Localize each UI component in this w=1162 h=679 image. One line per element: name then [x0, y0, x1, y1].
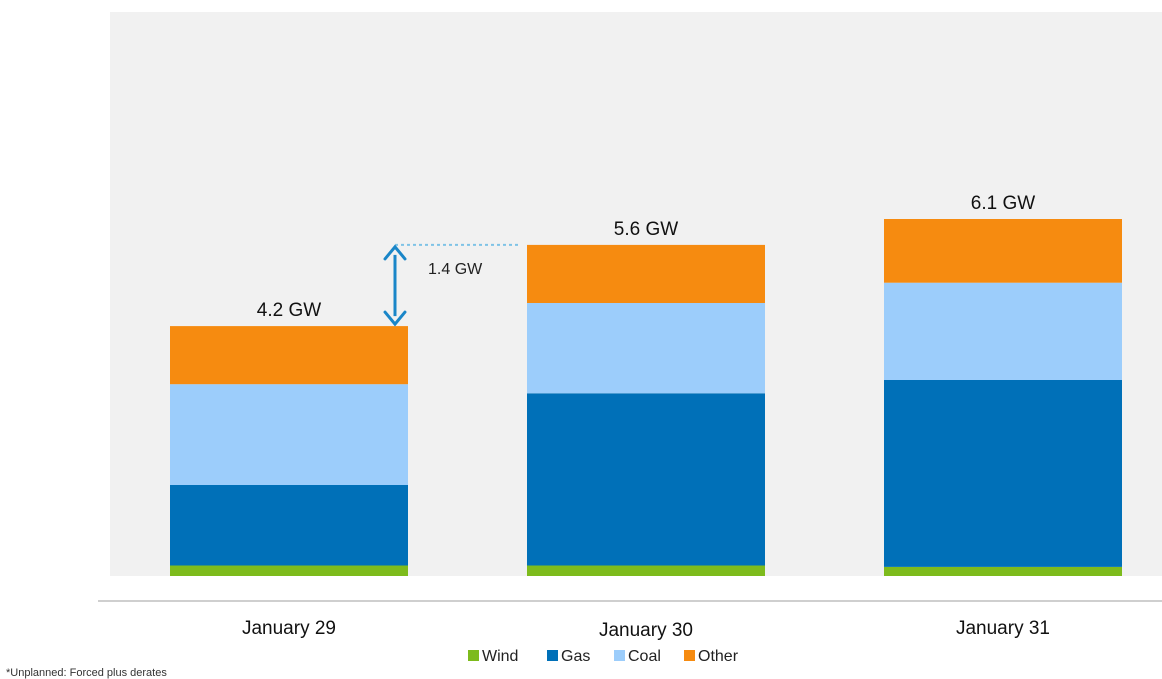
- x-tick-label-1: January 29: [242, 618, 336, 639]
- bar-segment-gas-2: [527, 393, 765, 566]
- legend-label-gas: Gas: [561, 648, 590, 665]
- bars-group: [170, 219, 1122, 576]
- total-labels-group: 4.2 GW 5.6 GW 6.1 GW: [257, 193, 1035, 321]
- bar-segment-other-2: [527, 244, 765, 303]
- legend-label-wind: Wind: [482, 648, 518, 665]
- x-tick-label-2: January 30: [599, 620, 693, 641]
- bar-segment-wind-3: [884, 566, 1122, 576]
- legend: Wind Gas Coal Other: [468, 648, 739, 665]
- bar-segment-coal-2: [527, 303, 765, 394]
- x-tick-label-3: January 31: [956, 618, 1050, 639]
- footnote: *Unplanned: Forced plus derates: [6, 667, 167, 679]
- bar-segment-coal-1: [170, 384, 408, 485]
- legend-swatch-coal: [614, 650, 625, 661]
- bar-segment-wind-2: [527, 565, 765, 576]
- total-label-2: 5.6 GW: [614, 219, 678, 240]
- annotation-arrow-head-down: [383, 310, 407, 327]
- bar-segment-other-1: [170, 326, 408, 385]
- x-tick-labels-group: January 29 January 30 January 31: [242, 618, 1050, 641]
- bar-segment-other-3: [884, 219, 1122, 283]
- bar-segment-gas-1: [170, 485, 408, 566]
- total-label-3: 6.1 GW: [971, 193, 1035, 214]
- legend-swatch-wind: [468, 650, 479, 661]
- legend-swatch-other: [684, 650, 695, 661]
- legend-label-other: Other: [698, 648, 739, 665]
- legend-label-coal: Coal: [628, 648, 661, 665]
- bar-segment-gas-3: [884, 380, 1122, 567]
- bar-segment-wind-1: [170, 565, 408, 576]
- bar-segment-coal-3: [884, 282, 1122, 380]
- total-label-1: 4.2 GW: [257, 300, 321, 321]
- annotation-group: 1.4 GW: [383, 243, 519, 327]
- annotation-label: 1.4 GW: [428, 261, 483, 278]
- annotation-arrow-head-up: [383, 244, 407, 261]
- legend-swatch-gas: [547, 650, 558, 661]
